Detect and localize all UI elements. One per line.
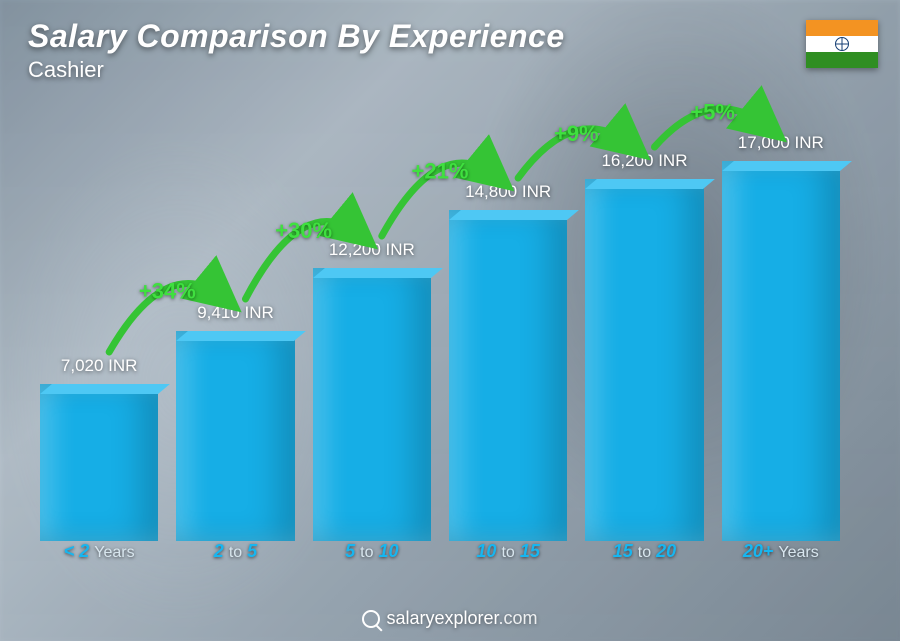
bar bbox=[585, 179, 703, 541]
bar-front-face bbox=[313, 268, 431, 541]
x-axis-label: 15 to 20 bbox=[585, 541, 703, 571]
bar bbox=[176, 331, 294, 541]
bar-slot: 9,410 INR bbox=[176, 303, 294, 541]
bar-front-face bbox=[722, 161, 840, 541]
page-subtitle: Cashier bbox=[28, 57, 565, 83]
flag-stripe-bottom bbox=[806, 52, 878, 68]
bar-slot: 12,200 INR bbox=[313, 240, 431, 541]
header: Salary Comparison By Experience Cashier bbox=[28, 18, 565, 83]
bar bbox=[313, 268, 431, 541]
footer: salaryexplorer.com bbox=[0, 608, 900, 629]
bar-value-label: 16,200 INR bbox=[601, 151, 687, 171]
bar-slot: 17,000 INR bbox=[722, 133, 840, 541]
x-axis-labels: < 2 Years 2 to 5 5 to 10 10 to 15 15 to 20 20… bbox=[30, 541, 850, 571]
bar-top-face bbox=[313, 268, 443, 278]
bar-top-face bbox=[40, 384, 170, 394]
bar-top-face bbox=[449, 210, 579, 220]
bar-slot: 16,200 INR bbox=[585, 151, 703, 541]
bar-front-face bbox=[40, 384, 158, 541]
x-axis-label: 2 to 5 bbox=[176, 541, 294, 571]
flag-stripe-mid bbox=[806, 36, 878, 52]
magnifier-icon bbox=[362, 610, 380, 628]
bars-container: 7,020 INR 9,410 INR 12,200 INR 14,800 INR 16… bbox=[30, 110, 850, 541]
footer-site: salaryexplorer bbox=[386, 608, 498, 628]
flag-stripe-top bbox=[806, 20, 878, 36]
country-flag-india bbox=[806, 20, 878, 68]
salary-bar-chart: 7,020 INR 9,410 INR 12,200 INR 14,800 INR 16… bbox=[30, 110, 850, 571]
x-axis-label: 5 to 10 bbox=[313, 541, 431, 571]
page-title: Salary Comparison By Experience bbox=[28, 18, 565, 55]
bar-top-face bbox=[722, 161, 852, 171]
bar-value-label: 7,020 INR bbox=[61, 356, 138, 376]
bar-value-label: 17,000 INR bbox=[738, 133, 824, 153]
bar-top-face bbox=[176, 331, 306, 341]
bar bbox=[40, 384, 158, 541]
bar-front-face bbox=[176, 331, 294, 541]
bar bbox=[722, 161, 840, 541]
bar-value-label: 9,410 INR bbox=[197, 303, 274, 323]
bar-value-label: 12,200 INR bbox=[329, 240, 415, 260]
bar-top-face bbox=[585, 179, 715, 189]
bar-slot: 14,800 INR bbox=[449, 182, 567, 541]
bar-slot: 7,020 INR bbox=[40, 356, 158, 541]
ashoka-chakra-icon bbox=[835, 37, 849, 51]
x-axis-label: 20+ Years bbox=[722, 541, 840, 571]
bar-front-face bbox=[449, 210, 567, 541]
bar bbox=[449, 210, 567, 541]
bar-front-face bbox=[585, 179, 703, 541]
footer-tld: .com bbox=[499, 608, 538, 628]
x-axis-label: 10 to 15 bbox=[449, 541, 567, 571]
bar-value-label: 14,800 INR bbox=[465, 182, 551, 202]
x-axis-label: < 2 Years bbox=[40, 541, 158, 571]
